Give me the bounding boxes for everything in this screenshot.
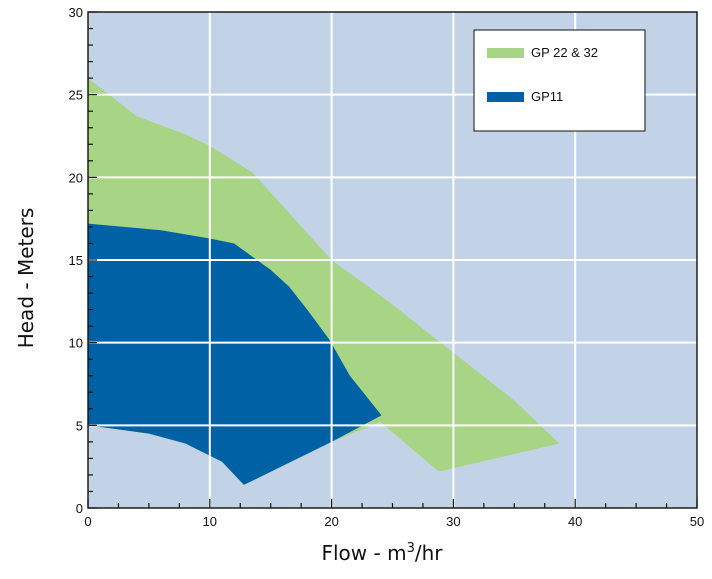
x-tick-label: 20	[324, 514, 338, 529]
x-axis-title-suffix: /hr	[415, 541, 443, 565]
legend-label-gp11: GP11	[531, 89, 563, 104]
legend-swatch-gp11	[487, 92, 524, 102]
grid-lines	[88, 12, 697, 508]
y-tick-label: 5	[76, 418, 83, 433]
legend-swatch-gp22-32	[487, 48, 524, 58]
y-axis-title: Head - Meters	[14, 208, 38, 349]
y-tick-label: 20	[69, 170, 83, 185]
series-area-gp11	[88, 223, 382, 485]
axis-ticks: 0 10 20 30 40 50 0 5 10 15 20 25 30	[69, 5, 705, 529]
x-tick-label: 30	[446, 514, 460, 529]
x-tick-label: 50	[690, 514, 704, 529]
x-axis-title-text: Flow - m	[322, 541, 407, 565]
y-tick-label: 10	[69, 336, 83, 351]
x-axis-title: Flow - m3/hr	[322, 541, 444, 565]
series-layer	[88, 78, 560, 485]
legend-label-gp22-32: GP 22 & 32	[531, 45, 598, 60]
legend: GP 22 & 32 GP11	[473, 29, 646, 132]
y-tick-label: 25	[69, 88, 83, 103]
y-tick-label: 30	[69, 5, 83, 20]
legend-box	[473, 29, 646, 132]
x-tick-label: 40	[568, 514, 582, 529]
y-tick-label: 15	[69, 253, 83, 268]
y-tick-label: 0	[76, 501, 83, 516]
x-tick-label: 10	[203, 514, 217, 529]
x-tick-label: 0	[84, 514, 91, 529]
x-axis-title-superscript: 3	[407, 541, 415, 556]
